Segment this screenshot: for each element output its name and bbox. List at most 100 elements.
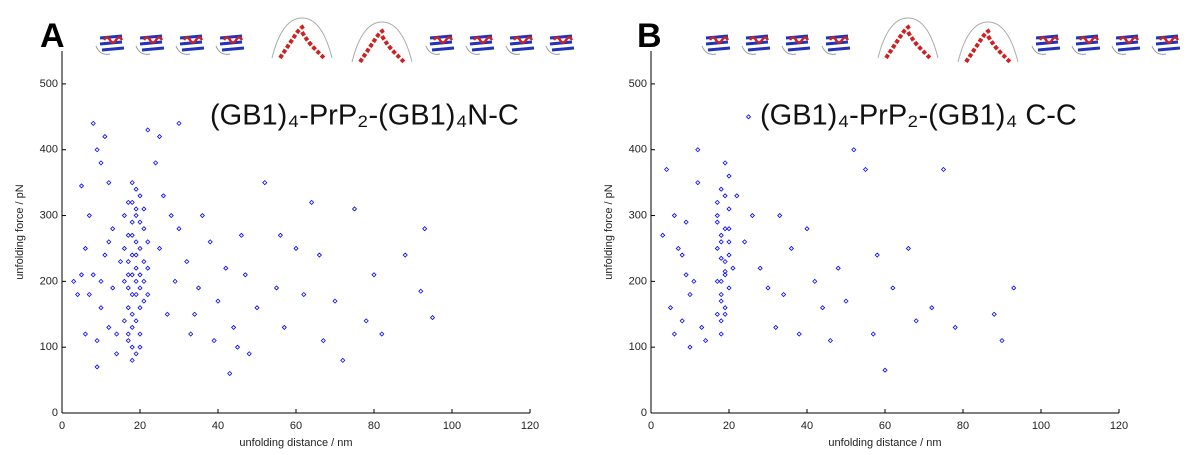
data-point — [141, 298, 147, 304]
data-point — [718, 298, 724, 304]
y-axis-label: unfolding force / pN — [14, 184, 26, 279]
protein-icon — [465, 34, 495, 55]
data-point — [1011, 285, 1017, 291]
data-point — [82, 331, 88, 337]
data-point — [129, 199, 135, 205]
data-point — [402, 252, 408, 258]
data-point — [82, 245, 88, 252]
data-point — [125, 338, 131, 344]
data-point — [675, 245, 681, 252]
data-point — [695, 147, 701, 153]
data-point — [195, 285, 202, 291]
data-point — [714, 311, 720, 317]
data-point — [192, 311, 198, 317]
data-point — [890, 285, 896, 291]
data-point — [718, 278, 724, 284]
data-point — [851, 147, 857, 153]
icon-loop — [135, 45, 151, 55]
data-point — [664, 166, 670, 173]
data-point — [145, 291, 151, 298]
icon-outline — [957, 21, 1019, 63]
data-point — [363, 318, 369, 324]
data-point — [726, 252, 732, 258]
data-point — [726, 226, 732, 232]
protein-icon — [545, 34, 575, 55]
data-point — [106, 324, 112, 331]
data-point — [156, 133, 163, 140]
data-point — [86, 212, 92, 219]
y-axis-label: unfolding force / pN — [603, 184, 615, 279]
data-point — [110, 226, 116, 232]
icon-loop — [701, 45, 717, 55]
icon-loop — [781, 45, 797, 55]
data-point — [929, 305, 935, 311]
icon-loop — [545, 45, 561, 55]
data-point — [332, 298, 338, 304]
data-point — [125, 305, 131, 311]
x-tick-label: 0 — [59, 420, 65, 432]
data-point — [114, 351, 120, 357]
data-point — [137, 331, 143, 337]
data-point — [98, 160, 104, 166]
data-point — [133, 278, 139, 284]
data-point — [905, 245, 911, 252]
data-point — [671, 331, 677, 337]
data-point — [133, 291, 139, 298]
data-point — [86, 291, 92, 298]
data-point — [718, 186, 724, 192]
data-point — [804, 226, 810, 232]
icon-loop — [215, 45, 231, 55]
data-point — [125, 331, 131, 337]
data-point — [722, 259, 728, 265]
data-point — [679, 318, 685, 324]
data-point — [683, 272, 689, 278]
x-tick-label: 20 — [134, 420, 146, 432]
data-point — [340, 357, 346, 363]
data-point — [110, 285, 116, 291]
data-point — [238, 232, 244, 238]
data-point — [722, 311, 728, 317]
data-point — [94, 147, 100, 153]
data-point — [254, 305, 260, 311]
icon-helix — [432, 36, 454, 44]
data-point — [718, 239, 724, 245]
data-point — [718, 255, 724, 261]
protein-icon — [215, 34, 245, 55]
x-tick-label: 120 — [521, 420, 539, 432]
data-point — [141, 259, 147, 265]
data-point — [137, 344, 143, 350]
data-point — [820, 305, 826, 311]
data-point — [188, 331, 194, 337]
x-axis-label: unfolding distance / nm — [828, 437, 941, 449]
icon-helix — [1118, 36, 1140, 44]
data-point — [94, 338, 100, 344]
data-point — [129, 311, 135, 317]
data-point — [379, 331, 385, 337]
data-point — [125, 285, 131, 291]
data-point — [667, 305, 674, 311]
data-point — [121, 278, 127, 284]
y-tick-label: 100 — [40, 341, 58, 353]
data-point — [765, 285, 771, 291]
data-point — [429, 314, 436, 321]
data-point — [133, 239, 139, 245]
data-point — [129, 357, 135, 363]
icon-helix — [358, 28, 385, 64]
y-tick-label: 500 — [629, 78, 647, 90]
data-point — [145, 265, 151, 271]
icon-helix — [278, 24, 305, 60]
icon-loop — [1031, 45, 1047, 55]
data-point — [714, 212, 720, 219]
data-point — [796, 331, 802, 337]
panel-label: A — [40, 17, 65, 55]
data-point — [129, 180, 135, 186]
icon-helix — [102, 36, 124, 44]
data-point — [699, 324, 705, 331]
icon-loop — [95, 45, 111, 55]
x-tick-label: 100 — [1032, 420, 1050, 432]
data-point — [812, 278, 818, 284]
icon-outline — [351, 21, 413, 63]
icon-loop — [505, 45, 521, 55]
data-point — [94, 364, 100, 370]
